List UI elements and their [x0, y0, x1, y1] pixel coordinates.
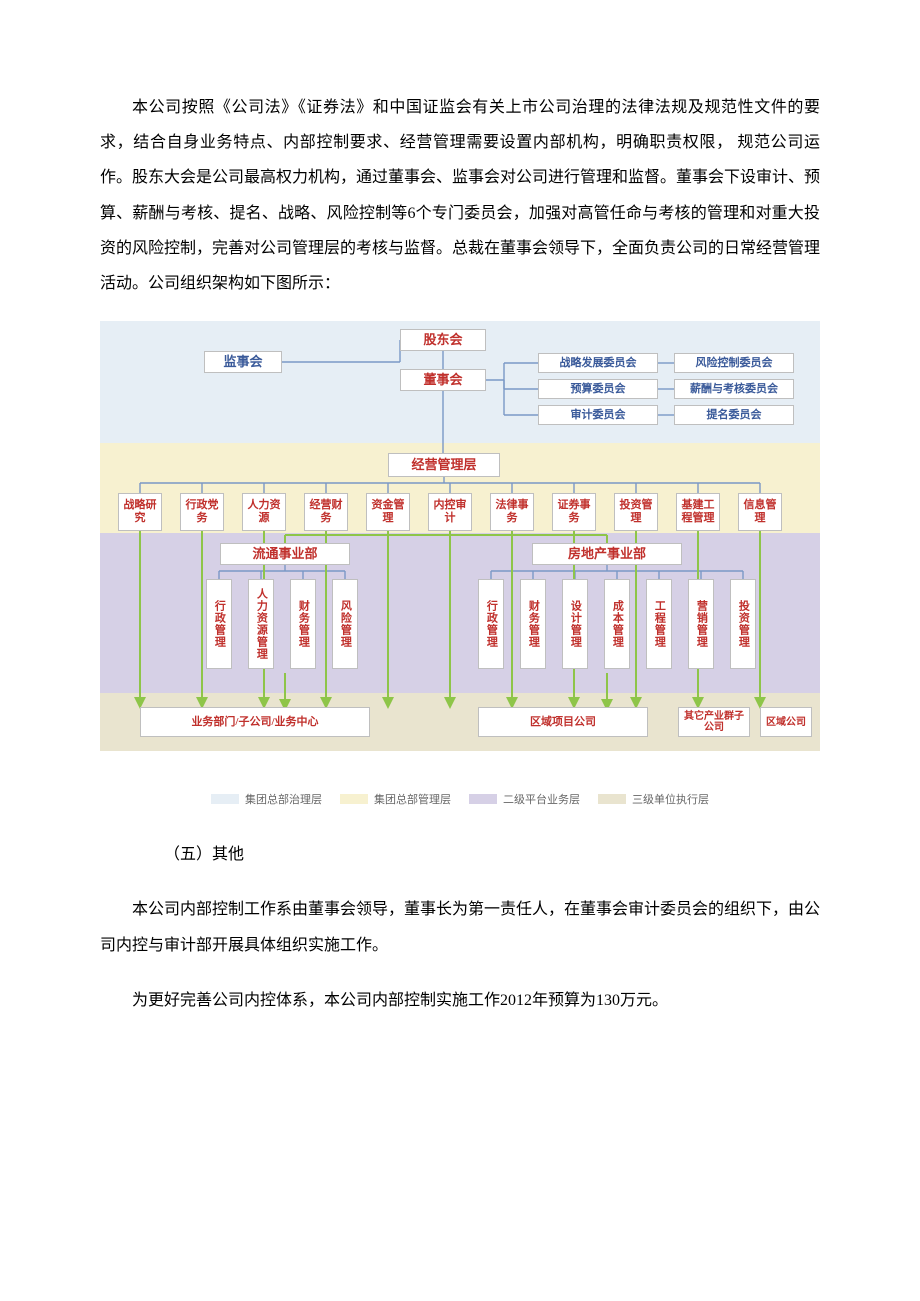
legend-swatch	[598, 794, 626, 804]
node-dept-7: 证券事务	[552, 493, 596, 531]
node-re-2: 设计管理	[562, 579, 588, 669]
node-supervisors: 监事会	[204, 351, 282, 373]
node-dept-6: 法律事务	[490, 493, 534, 531]
node-committee-2: 预算委员会	[538, 379, 658, 399]
node-dept-1: 行政党务	[180, 493, 224, 531]
legend-swatch	[469, 794, 497, 804]
node-re-6: 投资管理	[730, 579, 756, 669]
legend-item-0: 集团总部治理层	[211, 791, 322, 807]
legend-label: 集团总部治理层	[245, 791, 322, 807]
node-dept-5: 内控审计	[428, 493, 472, 531]
node-bottom-3: 区域公司	[760, 707, 812, 737]
node-committee-4: 审计委员会	[538, 405, 658, 425]
node-circ-3: 风险管理	[332, 579, 358, 669]
section-5-heading: （五）其他	[100, 837, 820, 872]
node-committee-1: 风险控制委员会	[674, 353, 794, 373]
legend-label: 集团总部管理层	[374, 791, 451, 807]
node-bottom-0: 业务部门/子公司/业务中心	[140, 707, 370, 737]
node-committee-0: 战略发展委员会	[538, 353, 658, 373]
node-board: 董事会	[400, 369, 486, 391]
node-division-realestate: 房地产事业部	[532, 543, 682, 565]
node-dept-8: 投资管理	[614, 493, 658, 531]
node-circ-1: 人力资源管理	[248, 579, 274, 669]
legend-swatch	[211, 794, 239, 804]
legend-label: 三级单位执行层	[632, 791, 709, 807]
node-dept-4: 资金管理	[366, 493, 410, 531]
node-re-1: 财务管理	[520, 579, 546, 669]
node-circ-2: 财务管理	[290, 579, 316, 669]
paragraph-3: 为更好完善公司内控体系，本公司内部控制实施工作2012年预算为130万元。	[100, 983, 820, 1018]
node-dept-2: 人力资源	[242, 493, 286, 531]
node-bottom-1: 区域项目公司	[478, 707, 648, 737]
node-committee-3: 薪酬与考核委员会	[674, 379, 794, 399]
node-dept-9: 基建工程管理	[676, 493, 720, 531]
paragraph-1: 本公司按照《公司法》《证券法》和中国证监会有关上市公司治理的法律法规及规范性文件…	[100, 90, 820, 301]
node-dept-3: 经营财务	[304, 493, 348, 531]
node-management: 经营管理层	[388, 453, 500, 477]
paragraph-2: 本公司内部控制工作系由董事会领导，董事长为第一责任人，在董事会审计委员会的组织下…	[100, 892, 820, 962]
legend-item-3: 三级单位执行层	[598, 791, 709, 807]
legend-item-2: 二级平台业务层	[469, 791, 580, 807]
legend-label: 二级平台业务层	[503, 791, 580, 807]
node-re-5: 营销管理	[688, 579, 714, 669]
node-re-4: 工程管理	[646, 579, 672, 669]
node-re-3: 成本管理	[604, 579, 630, 669]
node-committee-5: 提名委员会	[674, 405, 794, 425]
legend-item-1: 集团总部管理层	[340, 791, 451, 807]
legend-swatch	[340, 794, 368, 804]
chart-legend: 集团总部治理层 集团总部管理层 二级平台业务层 三级单位执行层	[100, 791, 820, 807]
node-re-0: 行政管理	[478, 579, 504, 669]
org-chart: 股东会监事会董事会 战略发展委员会风险控制委员会预算委员会薪酬与考核委员会审计委员…	[100, 321, 820, 781]
node-dept-10: 信息管理	[738, 493, 782, 531]
node-division-circulation: 流通事业部	[220, 543, 350, 565]
node-circ-0: 行政管理	[206, 579, 232, 669]
node-shareholders: 股东会	[400, 329, 486, 351]
node-bottom-2: 其它产业群子公司	[678, 707, 750, 737]
node-dept-0: 战略研究	[118, 493, 162, 531]
